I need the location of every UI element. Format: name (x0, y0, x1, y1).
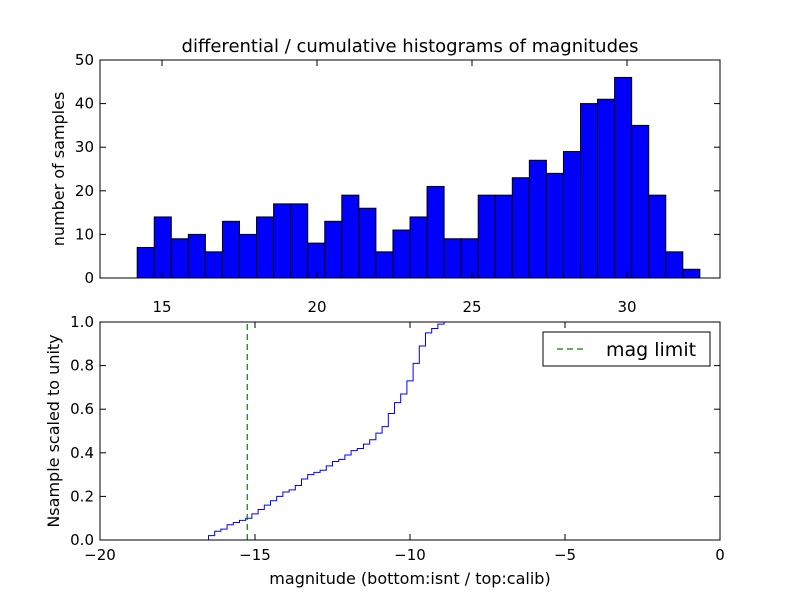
cumulative-frame (99, 321, 721, 541)
histogram-ytick-label: 10 (75, 225, 94, 243)
histogram-bar (614, 76, 633, 279)
histogram-bar (273, 203, 292, 279)
histogram-ytick-label: 20 (75, 182, 94, 200)
histogram-bar (597, 98, 616, 279)
cumulative-ytick-label: 0.0 (70, 531, 94, 549)
cumulative-ticks: −20 −15 −10 −5 0 0.0 0.2 0.4 0.6 0.8 1.0 (70, 313, 725, 564)
histogram-bar (324, 220, 343, 279)
histogram-xtick-label: 15 (152, 298, 171, 316)
histogram-xtick-label: 20 (307, 298, 326, 316)
histogram-bar (153, 216, 172, 279)
histogram-bar (341, 194, 360, 279)
cumulative-ytick-label: 0.4 (70, 444, 94, 462)
histogram-bar (665, 251, 684, 279)
histogram-xtick-label: 25 (462, 298, 481, 316)
histogram-ytick-label: 30 (75, 138, 94, 156)
cumulative-ytick-label: 0.2 (70, 487, 94, 505)
cumulative-xtick-label: −10 (394, 546, 426, 564)
cumulative-panel: −20 −15 −10 −5 0 0.0 0.2 0.4 0.6 0.8 1.0 magnitude… (44, 313, 725, 588)
cumulative-xtick-label: −15 (239, 546, 271, 564)
histogram-bar (580, 103, 599, 279)
histogram-bar (204, 251, 223, 279)
cumulative-ytick-label: 0.6 (70, 400, 94, 418)
histogram-bar (511, 177, 530, 279)
histogram-frame (99, 59, 721, 279)
histogram-panel: differential / cumulative histograms of … (49, 36, 721, 316)
histogram-bar (290, 203, 309, 279)
histogram-bar (256, 216, 275, 279)
histogram-ylabel: number of samples (49, 92, 68, 247)
histogram-bar (648, 194, 667, 279)
cumulative-lines (100, 321, 451, 541)
histogram-bar (239, 233, 258, 279)
histogram-bar (460, 238, 479, 279)
cumulative-xlabel: magnitude (bottom:isnt / top:calib) (269, 569, 550, 588)
histogram-bar (187, 233, 206, 279)
chart-title: differential / cumulative histograms of … (182, 36, 639, 57)
histogram-bar (631, 124, 650, 279)
histogram-xtick-label: 30 (617, 298, 636, 316)
histogram-ticks: 15 20 25 30 0 10 20 30 40 50 (75, 51, 720, 316)
histogram-bars (136, 76, 701, 279)
cumulative-step-line (100, 321, 451, 541)
histogram-bar (307, 242, 326, 279)
cumulative-ytick-label: 0.8 (70, 357, 94, 375)
histogram-ytick-label: 0 (84, 269, 94, 287)
histogram-bar (409, 216, 428, 279)
cumulative-ytick-label: 1.0 (70, 313, 94, 331)
cumulative-xtick-label: −20 (84, 546, 116, 564)
histogram-ytick-label: 50 (75, 51, 94, 69)
legend-label: mag limit (606, 339, 696, 361)
cumulative-ylabel: Nsample scaled to unity (44, 334, 63, 527)
histogram-bar (170, 238, 189, 279)
histogram-bar (477, 194, 496, 279)
cumulative-xtick-label: 0 (715, 546, 725, 564)
legend: mag limit (542, 331, 711, 367)
histogram-bar (375, 251, 394, 279)
histogram-bar (358, 207, 377, 279)
histogram-bar (682, 268, 701, 279)
histogram-bar (562, 151, 582, 279)
histogram-bar (221, 220, 240, 279)
histogram-bar (443, 238, 462, 279)
cumulative-xtick-label: −5 (554, 546, 576, 564)
histogram-bar (392, 229, 411, 279)
histogram-bar (494, 194, 513, 279)
histogram-bar (528, 159, 547, 279)
histogram-bar (426, 185, 445, 279)
histogram-bar (545, 172, 564, 279)
histogram-ytick-label: 40 (75, 95, 94, 113)
histogram-bar (136, 246, 155, 279)
